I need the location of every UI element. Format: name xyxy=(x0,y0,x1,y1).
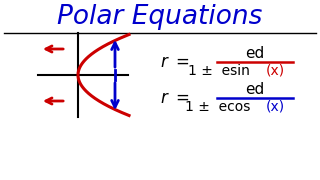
Text: (x): (x) xyxy=(265,64,284,78)
Text: 1 ±  esin: 1 ± esin xyxy=(188,64,250,78)
Text: Polar Equations: Polar Equations xyxy=(57,4,263,30)
Text: ed: ed xyxy=(245,82,265,98)
Text: $r\ =$: $r\ =$ xyxy=(160,89,190,107)
Text: 1 ±  ecos: 1 ± ecos xyxy=(185,100,250,114)
Text: ed: ed xyxy=(245,46,265,62)
Text: (x): (x) xyxy=(265,100,284,114)
Text: $r\ =$: $r\ =$ xyxy=(160,53,190,71)
